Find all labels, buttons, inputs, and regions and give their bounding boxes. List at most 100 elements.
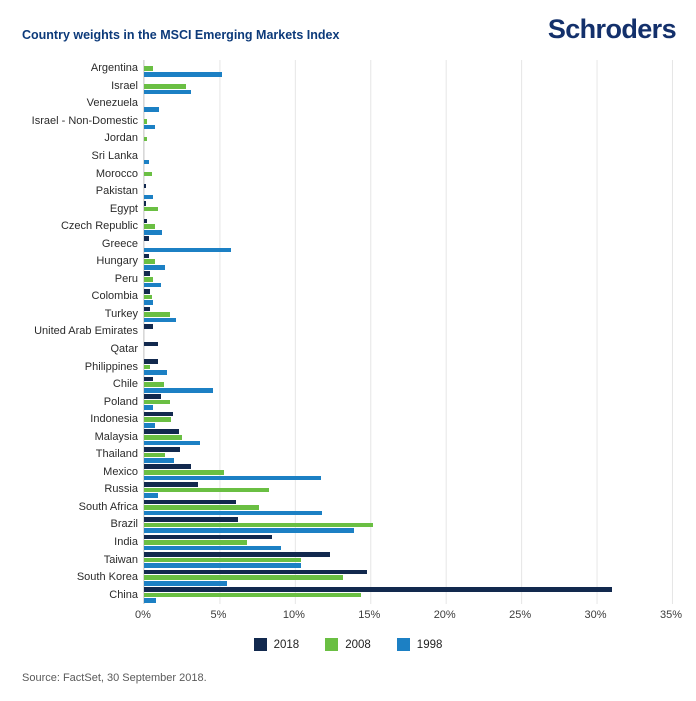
legend-label: 1998 <box>416 638 443 651</box>
source-note: Source: FactSet, 30 September 2018. <box>22 672 207 684</box>
bar-2018 <box>144 482 199 487</box>
bar-2018 <box>144 288 151 294</box>
bar-2008 <box>144 119 148 124</box>
bar-group <box>144 376 672 394</box>
bar-2018 <box>144 376 154 382</box>
bar-group <box>144 78 672 96</box>
category-label: Hungary <box>96 255 138 268</box>
country-row: Qatar <box>0 341 696 359</box>
category-label: Greece <box>101 237 138 250</box>
bar-group <box>144 323 672 341</box>
category-label: Malaysia <box>94 430 138 443</box>
bar-2018 <box>144 429 179 434</box>
bar-2018 <box>144 517 238 522</box>
category-label: Czech Republic <box>60 220 138 233</box>
bar-2008 <box>144 487 270 493</box>
bar-group <box>144 130 672 148</box>
bar-2008 <box>144 277 154 282</box>
x-tick-label: 10% <box>282 609 305 621</box>
country-row: Indonesia <box>0 411 696 429</box>
bar-2018 <box>144 394 161 399</box>
bar-1998 <box>144 493 158 498</box>
category-label: Mexico <box>103 465 138 478</box>
country-row: Israel <box>0 78 696 96</box>
legend-swatch-2018 <box>253 638 267 651</box>
category-label: Indonesia <box>90 413 138 426</box>
bar-2008 <box>144 206 158 212</box>
bar-2008 <box>144 592 362 598</box>
bar-group <box>144 569 672 587</box>
bar-group <box>144 393 672 411</box>
bar-1998 <box>144 194 154 200</box>
category-label: Russia <box>104 483 138 496</box>
bar-group <box>144 95 672 113</box>
bar-1998 <box>144 563 301 568</box>
chart-rows: Argentina Israel Venezuela Israel - Non-Dom… <box>0 60 696 604</box>
bar-group <box>144 165 672 183</box>
bar-2018 <box>144 201 146 206</box>
category-label: Qatar <box>110 343 138 356</box>
country-row: Russia <box>0 481 696 499</box>
bar-1998 <box>144 300 154 305</box>
bar-1998 <box>144 317 176 323</box>
country-row: Philippines <box>0 358 696 376</box>
country-row: Sri Lanka <box>0 148 696 166</box>
bar-group <box>144 60 672 78</box>
bar-2008 <box>144 434 182 440</box>
country-row: Hungary <box>0 253 696 271</box>
country-row: Chile <box>0 376 696 394</box>
bar-2018 <box>144 253 149 259</box>
bar-2018 <box>144 341 158 347</box>
bar-2008 <box>144 294 152 300</box>
bar-2018 <box>144 464 191 470</box>
legend-item-2008: 2008 <box>325 638 371 651</box>
bar-group <box>144 358 672 376</box>
bar-group <box>144 516 672 534</box>
category-label: United Arab Emirates <box>34 325 138 338</box>
country-row: South Korea <box>0 569 696 587</box>
bar-2018 <box>144 306 151 312</box>
country-row: Peru <box>0 271 696 289</box>
country-row: Israel - Non-Domestic <box>0 113 696 131</box>
bar-group <box>144 551 672 569</box>
bar-2008 <box>144 66 154 72</box>
category-label: Chile <box>112 378 138 391</box>
country-row: Poland <box>0 393 696 411</box>
bar-2008 <box>144 84 187 89</box>
country-row: Czech Republic <box>0 218 696 236</box>
bar-group <box>144 183 672 201</box>
country-row: Malaysia <box>0 428 696 446</box>
country-row: United Arab Emirates <box>0 323 696 341</box>
bar-group <box>144 218 672 236</box>
category-label: Argentina <box>90 62 138 75</box>
bar-group <box>144 428 672 446</box>
legend-swatch-2008 <box>325 638 339 651</box>
bar-2018 <box>144 183 146 189</box>
bar-1998 <box>144 598 157 604</box>
legend: 2018 2008 1998 <box>0 638 696 651</box>
bar-2008 <box>144 364 151 370</box>
country-row: Greece <box>0 235 696 253</box>
bar-group <box>144 534 672 552</box>
x-tick-label: 35% <box>659 609 683 621</box>
bar-1998 <box>144 405 154 411</box>
bar-2018 <box>144 359 158 364</box>
bar-group <box>144 200 672 218</box>
country-row: Venezuela <box>0 95 696 113</box>
bar-2018 <box>144 446 181 452</box>
bar-1998 <box>144 265 166 270</box>
bar-2018 <box>144 499 237 505</box>
category-label: Brazil <box>110 518 138 531</box>
chart-title: Country weights in the MSCI Emerging Mar… <box>22 28 340 42</box>
bar-1998 <box>144 440 200 446</box>
category-label: China <box>109 588 138 601</box>
category-label: Jordan <box>104 132 138 145</box>
bar-group <box>144 253 672 271</box>
schroders-logo: Schroders <box>547 14 677 44</box>
bar-2018 <box>144 271 151 277</box>
bar-1998 <box>144 423 155 428</box>
category-label: Turkey <box>104 307 138 320</box>
bar-2008 <box>144 399 170 405</box>
bar-group <box>144 113 672 131</box>
country-row: Colombia <box>0 288 696 306</box>
